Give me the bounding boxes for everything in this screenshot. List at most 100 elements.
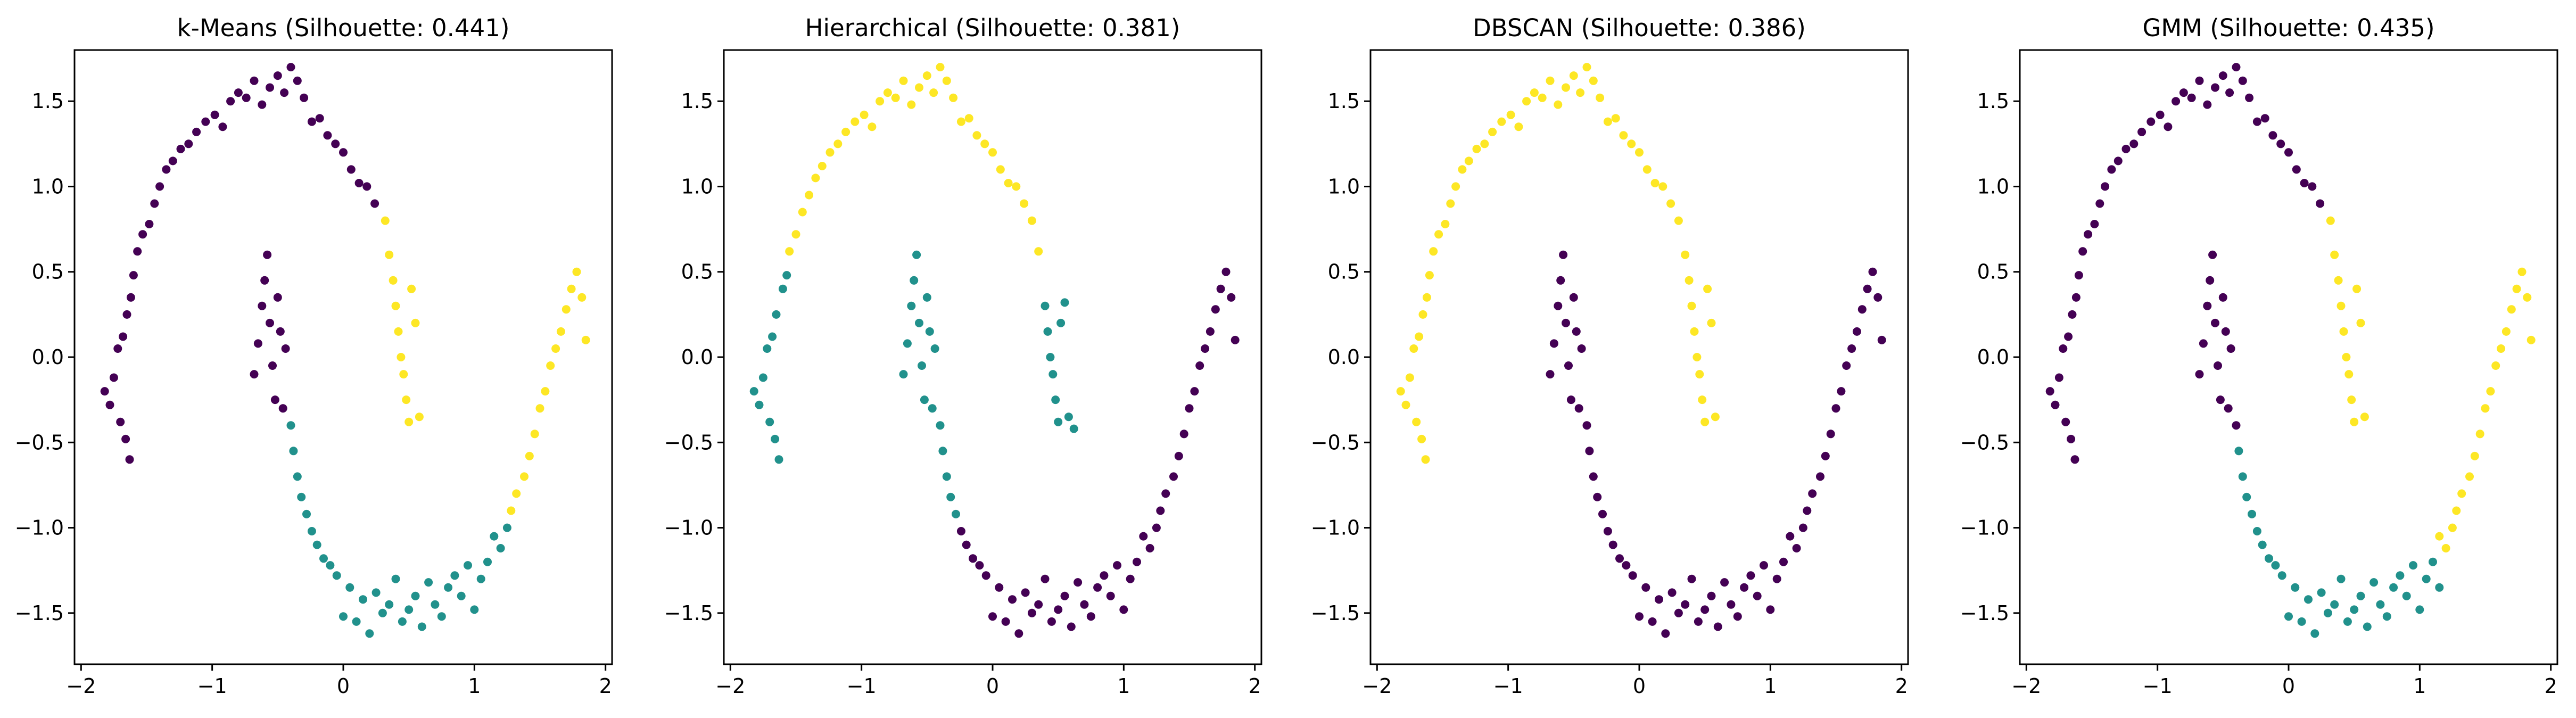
y-tick-label: −0.5 (15, 431, 64, 454)
scatter-point (2323, 608, 2332, 617)
scatter-point (1027, 216, 1036, 225)
scatter-point (1145, 544, 1154, 552)
scatter-point (1216, 284, 1225, 293)
scatter-point (2441, 544, 2450, 552)
scatter-point (2051, 400, 2060, 409)
scatter-point (1821, 451, 1830, 460)
scatter-point (2507, 305, 2516, 314)
scatter-point (331, 139, 340, 148)
scatter-point (1446, 199, 1455, 208)
scatter-point (1700, 605, 1710, 614)
scatter-point (1093, 583, 1102, 592)
scatter-point (431, 600, 440, 609)
scatter-point (133, 247, 142, 256)
panel-title: GMM (Silhouette: 0.435) (2142, 14, 2434, 42)
scatter-point (2512, 284, 2521, 293)
scatter-point (833, 139, 843, 148)
scatter-point (2260, 114, 2269, 123)
scatter-points (2045, 63, 2536, 638)
scatter-point (1195, 361, 1204, 370)
scatter-point (1206, 327, 1215, 336)
scatter-point (915, 318, 923, 327)
scatter-point (1703, 284, 1712, 293)
scatter-point (1415, 332, 1424, 341)
x-tick-label: −2 (715, 674, 745, 698)
scatter-point (362, 182, 371, 191)
scatter-point (915, 83, 923, 92)
scatter-point (851, 117, 860, 126)
scatter-point (1054, 605, 1063, 614)
scatter-point (2448, 523, 2457, 532)
scatter-point (260, 276, 269, 285)
scatter-point (302, 509, 311, 518)
scatter-point (464, 561, 472, 570)
scatter-point (2491, 361, 2500, 370)
scatter-point (1826, 430, 1835, 439)
scatter-point (126, 293, 135, 302)
x-tick-label: −1 (847, 674, 877, 698)
scatter-point (1201, 344, 1210, 353)
scatter-point (444, 583, 453, 592)
scatter-point (2226, 344, 2235, 353)
y-tick-label: −1.0 (1311, 516, 1360, 540)
scatter-point (2211, 83, 2219, 92)
scatter-point (1027, 608, 1036, 617)
scatter-point (1707, 591, 1716, 600)
scatter-point (2429, 557, 2437, 566)
scatter-point (2214, 361, 2222, 370)
scatter-point (2107, 165, 2116, 174)
scatter-point (121, 434, 130, 443)
scatter-point (975, 561, 984, 570)
scatter-point (899, 370, 908, 379)
scatter-point (928, 404, 937, 413)
scatter-point (956, 117, 965, 126)
scatter-point (176, 144, 185, 153)
scatter-point (541, 387, 550, 396)
scatter-point (1014, 629, 1023, 638)
scatter-point (572, 267, 581, 276)
scatter-point (912, 250, 921, 259)
scatter-point (1681, 600, 1690, 609)
scatter-point (1674, 608, 1683, 617)
scatter-point (551, 344, 560, 353)
scatter-point (929, 88, 938, 97)
scatter-point (2382, 612, 2391, 621)
x-tick-label: 0 (986, 674, 999, 698)
scatter-point (1582, 63, 1591, 72)
scatter-point (2334, 276, 2343, 285)
x-tick-label: 0 (2282, 674, 2295, 698)
scatter-point (577, 293, 587, 302)
scatter-point (2389, 583, 2398, 592)
scatter-point (2336, 574, 2346, 583)
scatter-point (1798, 523, 1807, 532)
scatter-point (2465, 472, 2474, 481)
scatter-point (1034, 600, 1043, 609)
scatter-point (289, 447, 298, 456)
scatter-point (791, 230, 800, 239)
scatter-point (2252, 527, 2261, 535)
scatter-point (1779, 557, 1788, 566)
scatter-point (424, 578, 433, 587)
scatter-point (1596, 93, 1605, 102)
x-tick-label: 2 (1249, 674, 1261, 698)
scatter-point (2415, 605, 2424, 614)
scatter-point (1100, 571, 1109, 580)
scatter-point (1852, 327, 1861, 336)
scatter-point (2179, 88, 2188, 97)
scatter-point (2054, 373, 2063, 382)
scatter-point (1720, 578, 1729, 587)
axes-frame (723, 49, 1262, 665)
y-tick-label: 1.0 (1977, 175, 2009, 198)
scatter-point (1497, 117, 1506, 126)
scatter-point (2356, 318, 2365, 327)
scatter-point (2363, 622, 2372, 631)
scatter-point (1227, 293, 1236, 302)
scatter-point (2137, 127, 2146, 136)
scatter-point (507, 506, 516, 515)
scatter-point (122, 310, 131, 319)
scatter-point (562, 305, 571, 314)
scatter-point (1868, 267, 1877, 276)
scatter-point (1603, 527, 1612, 535)
scatter-point (2238, 472, 2247, 481)
